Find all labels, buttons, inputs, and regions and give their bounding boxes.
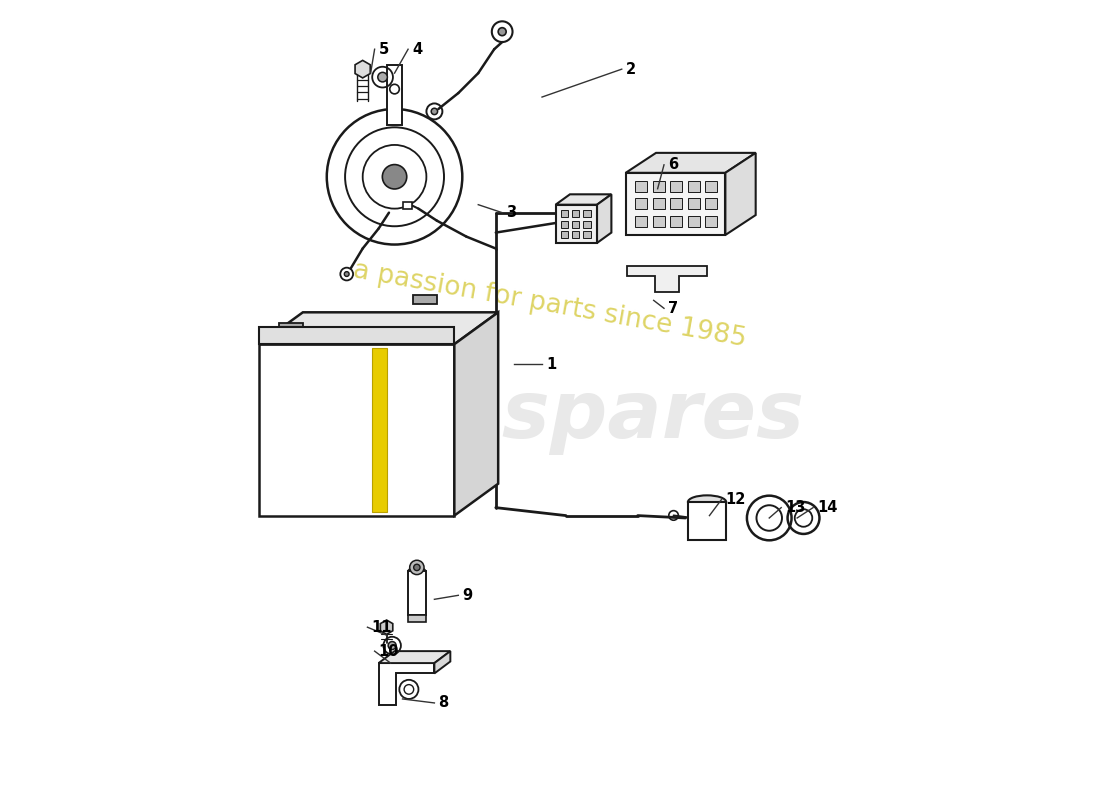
Bar xyxy=(258,326,454,344)
Polygon shape xyxy=(258,344,454,515)
Bar xyxy=(688,181,700,192)
Ellipse shape xyxy=(688,495,726,509)
Bar xyxy=(403,202,412,209)
Bar xyxy=(583,231,591,238)
Text: 5: 5 xyxy=(378,42,388,57)
Polygon shape xyxy=(454,312,498,515)
Circle shape xyxy=(344,272,349,277)
Circle shape xyxy=(431,108,438,114)
Bar xyxy=(561,221,569,228)
Polygon shape xyxy=(378,663,434,705)
Bar xyxy=(636,216,647,227)
Polygon shape xyxy=(597,194,612,243)
Text: 4: 4 xyxy=(412,42,422,57)
Polygon shape xyxy=(688,502,726,540)
Bar xyxy=(652,216,664,227)
Bar xyxy=(636,181,647,192)
Polygon shape xyxy=(258,312,498,344)
Polygon shape xyxy=(378,651,450,663)
Ellipse shape xyxy=(408,567,426,575)
Text: 13: 13 xyxy=(785,500,805,515)
Text: 6: 6 xyxy=(668,158,678,172)
Bar xyxy=(408,615,426,622)
Text: 7: 7 xyxy=(668,301,678,316)
Circle shape xyxy=(409,560,424,574)
Bar xyxy=(572,221,580,228)
Text: 10: 10 xyxy=(378,644,399,658)
Bar xyxy=(652,181,664,192)
Text: 8: 8 xyxy=(439,695,449,710)
Bar xyxy=(583,210,591,218)
Text: 3: 3 xyxy=(506,205,516,220)
Circle shape xyxy=(377,72,387,82)
Bar xyxy=(583,221,591,228)
Text: 2: 2 xyxy=(626,62,636,77)
Bar xyxy=(670,216,682,227)
Bar xyxy=(279,322,302,332)
Polygon shape xyxy=(725,153,756,235)
Bar xyxy=(636,198,647,210)
Bar xyxy=(670,198,682,210)
Bar xyxy=(705,181,717,192)
Text: a passion for parts since 1985: a passion for parts since 1985 xyxy=(351,257,749,352)
Bar xyxy=(561,210,569,218)
Polygon shape xyxy=(556,194,612,205)
Bar xyxy=(412,294,437,304)
Bar xyxy=(688,198,700,210)
Text: 9: 9 xyxy=(462,588,472,603)
Bar xyxy=(572,231,580,238)
Polygon shape xyxy=(626,173,725,235)
Bar xyxy=(705,216,717,227)
Bar xyxy=(652,198,664,210)
Circle shape xyxy=(383,165,407,189)
Bar xyxy=(688,216,700,227)
Polygon shape xyxy=(556,205,597,243)
Polygon shape xyxy=(434,651,450,674)
Bar xyxy=(705,198,717,210)
Polygon shape xyxy=(355,60,371,78)
Bar xyxy=(572,210,580,218)
Bar xyxy=(372,348,386,512)
Circle shape xyxy=(414,564,420,570)
Polygon shape xyxy=(626,153,756,173)
Bar xyxy=(561,231,569,238)
Bar xyxy=(670,181,682,192)
Text: eurospares: eurospares xyxy=(296,377,804,455)
Bar xyxy=(408,571,426,615)
Polygon shape xyxy=(381,620,393,634)
Text: 12: 12 xyxy=(725,492,746,507)
Polygon shape xyxy=(627,266,707,291)
Text: 11: 11 xyxy=(372,620,392,634)
Bar xyxy=(387,65,402,125)
Text: 1: 1 xyxy=(546,357,557,372)
Text: 14: 14 xyxy=(817,500,837,515)
Circle shape xyxy=(498,28,506,36)
Circle shape xyxy=(388,642,396,650)
